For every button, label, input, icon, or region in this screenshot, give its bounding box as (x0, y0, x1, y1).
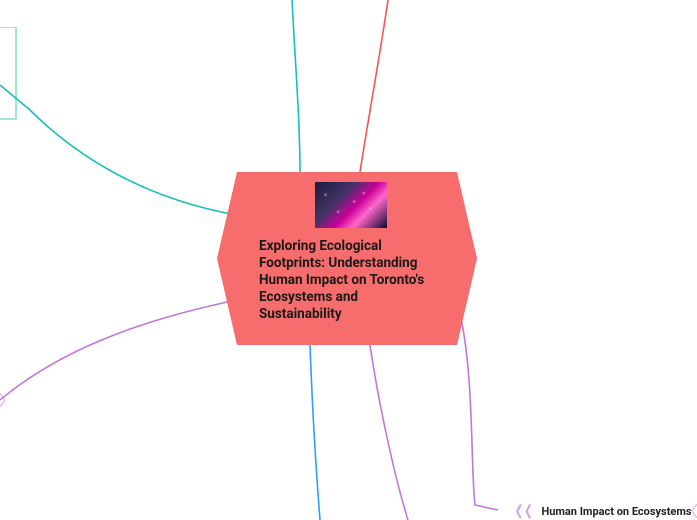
mindmap-canvas: Exploring Ecological Footprints: Underst… (0, 0, 697, 520)
edge-stub-mid-left (0, 393, 6, 407)
branch-human-impact[interactable]: ❮❮ Human Impact on Ecosystems ❯❯ (512, 504, 697, 518)
line-bot-purple (370, 345, 408, 520)
line-top-teal (292, 0, 300, 172)
line-bot-blue (310, 345, 320, 520)
central-title: Exploring Ecological Footprints: Underst… (259, 238, 443, 322)
chevron-left-icon: ❮❮ (514, 504, 533, 518)
line-top-red (360, 0, 388, 172)
edge-stub-upper-left-corner (0, 27, 20, 122)
line-mid-left (0, 300, 237, 400)
branch-label: Human Impact on Ecosystems (541, 505, 691, 518)
central-node[interactable]: Exploring Ecological Footprints: Underst… (237, 172, 457, 345)
central-thumbnail (315, 182, 387, 228)
line-upper-left (0, 85, 237, 215)
